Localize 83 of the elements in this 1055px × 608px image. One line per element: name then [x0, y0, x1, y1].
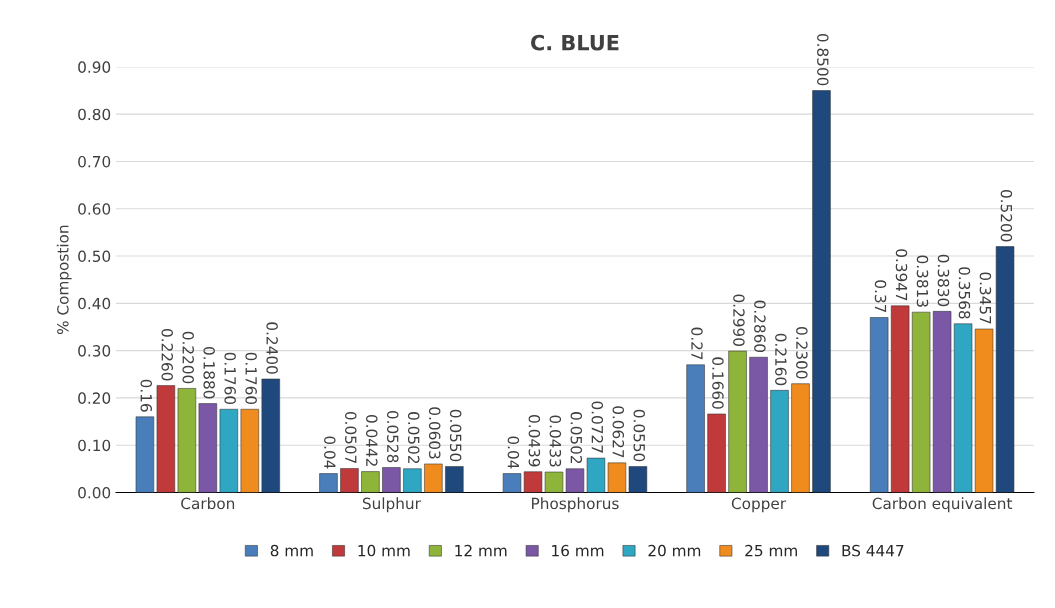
bar — [382, 467, 401, 493]
chart-title: C. BLUE — [531, 34, 619, 51]
data-label: 0.2300 — [796, 327, 808, 379]
bar — [403, 468, 422, 493]
legend-label: 8 mm — [270, 544, 313, 557]
y-tick-label: 0.40 — [78, 297, 111, 310]
bar — [424, 463, 443, 493]
data-label: 0.2260 — [161, 328, 173, 381]
y-tick-label: 0.20 — [78, 392, 111, 404]
y-tick-label: 0.70 — [78, 155, 111, 168]
bar — [135, 416, 155, 493]
y-tick-label: 0.90 — [78, 61, 111, 73]
data-label: 0.2990 — [733, 294, 745, 346]
bar — [728, 350, 747, 493]
bar — [198, 403, 218, 493]
y-tick-label: 0.50 — [78, 250, 111, 263]
bar — [812, 90, 831, 493]
x-tick-label: Sulphur — [362, 497, 421, 513]
y-tick-label: 0.00 — [78, 486, 111, 499]
data-label: 0.1760 — [245, 352, 257, 405]
y-tick-label: 0.80 — [78, 108, 111, 121]
bar — [686, 364, 705, 493]
data-label: 0.04 — [324, 436, 336, 469]
data-label: 0.1880 — [203, 346, 215, 399]
data-label: 0.3830 — [937, 254, 950, 307]
bar — [361, 471, 380, 493]
bar — [240, 408, 259, 493]
data-label: 0.3568 — [958, 267, 971, 319]
x-tick-label: Carbon — [181, 497, 235, 510]
bar — [911, 311, 931, 493]
bar — [261, 378, 280, 493]
data-label: 0.0502 — [570, 412, 583, 464]
bar — [177, 388, 197, 493]
y-tick-label: 0.60 — [78, 203, 111, 215]
bar — [707, 413, 726, 493]
data-label: 0.37 — [874, 280, 887, 313]
data-label: 0.2160 — [775, 333, 787, 386]
bar — [770, 390, 789, 493]
bar — [791, 383, 810, 493]
legend-label: 10 mm — [358, 544, 410, 557]
data-label: 0.0502 — [407, 412, 420, 464]
bar — [340, 468, 359, 493]
x-tick-label: Copper — [731, 497, 787, 513]
data-label: 0.2400 — [266, 322, 278, 374]
x-tick-label: Carbon equivalent — [872, 497, 1013, 513]
y-tick-label: 0.30 — [78, 345, 111, 357]
data-label: 0.0442 — [365, 414, 378, 466]
data-label: 0.0627 — [612, 406, 625, 458]
legend-label: 20 mm — [648, 544, 701, 557]
data-label: 0.5200 — [1000, 189, 1013, 242]
y-axis-title: % Compostion — [56, 225, 72, 335]
bar — [749, 356, 768, 493]
bar — [319, 473, 338, 493]
data-label: 0.1660 — [712, 357, 724, 409]
data-label: 0.0528 — [386, 410, 399, 463]
legend-label: 16 mm — [552, 544, 604, 557]
data-label: 0.0433 — [549, 415, 562, 467]
legend-label: 12 mm — [455, 544, 507, 557]
data-label: 0.0550 — [449, 409, 462, 462]
data-label: 0.3947 — [895, 249, 908, 301]
data-label: 0.0507 — [345, 411, 357, 464]
data-label: 0.16 — [140, 379, 153, 412]
bar — [156, 385, 176, 493]
y-tick-label: 0.10 — [78, 439, 111, 452]
x-tick-label: Phosphorus — [532, 497, 619, 513]
bar — [932, 311, 952, 493]
bar — [953, 323, 973, 493]
legend-label: 25 mm — [745, 544, 797, 557]
bar — [219, 408, 239, 493]
data-label: 0.8500 — [817, 33, 829, 86]
legend-label: BS 4447 — [842, 544, 904, 557]
data-label: 0.0603 — [428, 407, 441, 459]
data-label: 0.1760 — [224, 352, 236, 405]
data-label: 0.27 — [691, 327, 703, 360]
data-label: 0.04 — [507, 436, 520, 469]
data-label: 0.0439 — [528, 415, 541, 467]
data-label: 0.2860 — [754, 300, 766, 353]
data-label: 0.0550 — [633, 409, 646, 462]
data-label: 0.3813 — [916, 255, 929, 307]
bar — [445, 466, 464, 493]
data-label: 0.2200 — [182, 331, 194, 384]
data-label: 0.3457 — [979, 272, 992, 324]
data-label: 0.0727 — [591, 401, 604, 453]
